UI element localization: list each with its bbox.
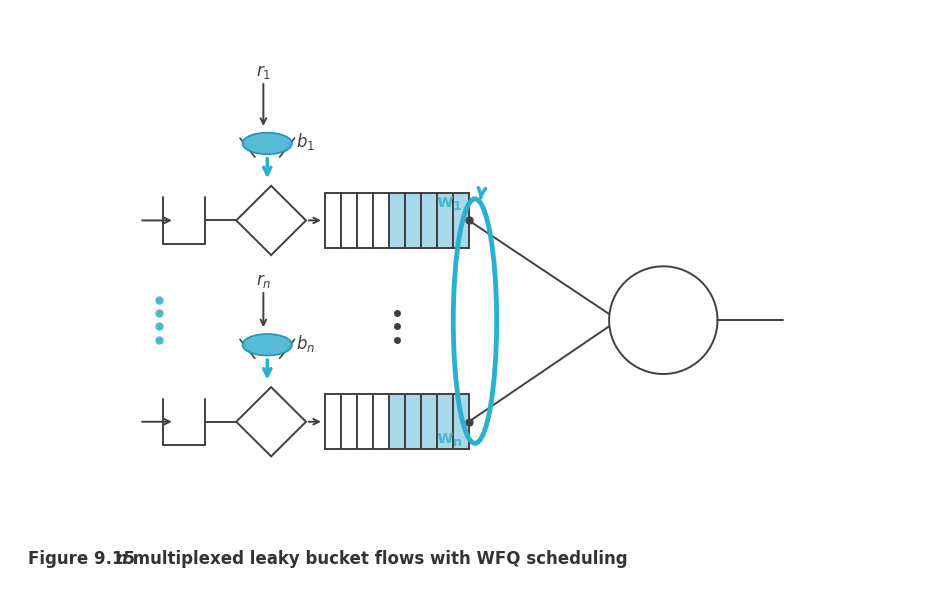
Bar xyxy=(436,394,452,449)
Text: $b_n$: $b_n$ xyxy=(296,333,315,354)
Bar xyxy=(373,193,389,248)
Bar xyxy=(373,394,389,449)
Ellipse shape xyxy=(242,133,291,154)
Bar xyxy=(436,193,452,248)
Text: multiplexed leaky bucket flows with WFQ scheduling: multiplexed leaky bucket flows with WFQ … xyxy=(127,550,627,568)
Bar xyxy=(452,193,469,248)
Bar xyxy=(341,193,357,248)
Text: $\mathbf{w_1}$: $\mathbf{w_1}$ xyxy=(435,195,462,212)
Bar xyxy=(325,193,341,248)
Bar xyxy=(389,193,405,248)
Bar xyxy=(357,193,373,248)
Ellipse shape xyxy=(242,334,291,356)
Text: $\mathbf{w_n}$: $\mathbf{w_n}$ xyxy=(435,430,462,447)
Bar xyxy=(420,394,436,449)
Bar xyxy=(357,394,373,449)
Bar xyxy=(405,193,420,248)
Bar xyxy=(405,394,420,449)
Text: n: n xyxy=(115,550,127,568)
Text: $r_n$: $r_n$ xyxy=(255,272,271,290)
Bar xyxy=(389,394,405,449)
Bar xyxy=(452,394,469,449)
Text: Figure 9.15: Figure 9.15 xyxy=(28,550,140,568)
Text: $r_1$: $r_1$ xyxy=(255,63,271,81)
Bar xyxy=(420,193,436,248)
Bar xyxy=(341,394,357,449)
Bar xyxy=(325,394,341,449)
Text: $b_1$: $b_1$ xyxy=(296,131,315,153)
